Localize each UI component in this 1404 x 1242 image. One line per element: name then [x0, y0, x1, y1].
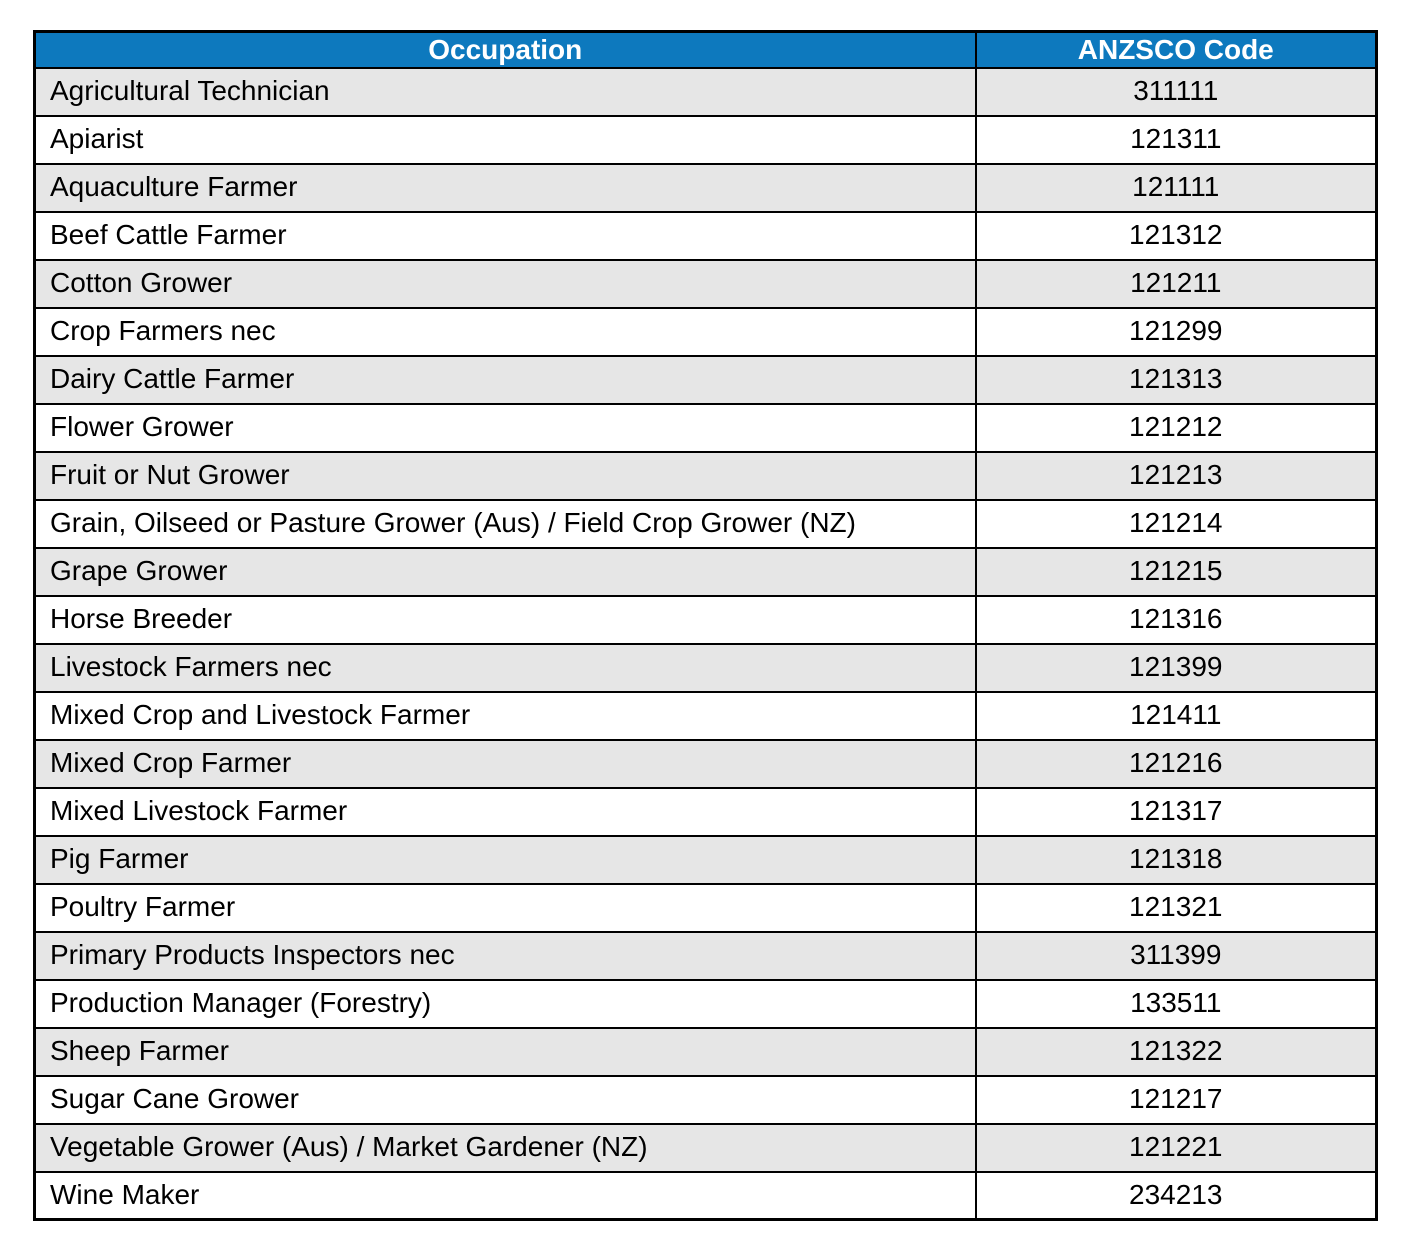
- anzsco-code-cell: 121221: [974, 1122, 1378, 1173]
- table-row: Apiarist 121311: [33, 114, 1378, 165]
- occupation-cell: Aquaculture Farmer: [33, 162, 977, 213]
- table-row: Production Manager (Forestry) 133511: [33, 978, 1378, 1029]
- occupation-cell: Beef Cattle Farmer: [33, 210, 977, 261]
- occupation-cell: Pig Farmer: [33, 834, 977, 885]
- anzsco-code-cell: 121399: [974, 642, 1378, 693]
- table-row: Mixed Crop and Livestock Farmer 121411: [33, 690, 1378, 741]
- anzsco-code-cell: 133511: [974, 978, 1378, 1029]
- anzsco-code-cell: 121311: [974, 114, 1378, 165]
- anzsco-code-cell: 121317: [974, 786, 1378, 837]
- occupation-cell: Dairy Cattle Farmer: [33, 354, 977, 405]
- occupation-cell: Crop Farmers nec: [33, 306, 977, 357]
- table-row: Aquaculture Farmer 121111: [33, 162, 1378, 213]
- table-row: Mixed Livestock Farmer 121317: [33, 786, 1378, 837]
- anzsco-code-cell: 121313: [974, 354, 1378, 405]
- anzsco-code-cell: 121321: [974, 882, 1378, 933]
- occupation-cell: Mixed Crop and Livestock Farmer: [33, 690, 977, 741]
- anzsco-code-cell: 121215: [974, 546, 1378, 597]
- table-row: Cotton Grower 121211: [33, 258, 1378, 309]
- anzsco-code-cell: 121411: [974, 690, 1378, 741]
- anzsco-code-cell: 121212: [974, 402, 1378, 453]
- anzsco-code-cell: 121216: [974, 738, 1378, 789]
- table-row: Crop Farmers nec 121299: [33, 306, 1378, 357]
- table-row: Wine Maker 234213: [33, 1170, 1378, 1221]
- table-row: Poultry Farmer 121321: [33, 882, 1378, 933]
- occupation-cell: Livestock Farmers nec: [33, 642, 977, 693]
- table-row: Horse Breeder 121316: [33, 594, 1378, 645]
- table-row: Agricultural Technician 311111: [33, 66, 1378, 117]
- table-row: Flower Grower 121212: [33, 402, 1378, 453]
- occupation-cell: Horse Breeder: [33, 594, 977, 645]
- occupation-cell: Agricultural Technician: [33, 66, 977, 117]
- table-header-row: Occupation ANZSCO Code: [33, 30, 1378, 69]
- anzsco-code-cell: 311399: [974, 930, 1378, 981]
- occupation-cell: Apiarist: [33, 114, 977, 165]
- occupation-cell: Primary Products Inspectors nec: [33, 930, 977, 981]
- table-row: Mixed Crop Farmer 121216: [33, 738, 1378, 789]
- anzsco-code-cell: 121211: [974, 258, 1378, 309]
- occupation-cell: Production Manager (Forestry): [33, 978, 977, 1029]
- occupation-cell: Mixed Crop Farmer: [33, 738, 977, 789]
- anzsco-code-cell: 311111: [974, 66, 1378, 117]
- occupation-cell: Fruit or Nut Grower: [33, 450, 977, 501]
- occupation-cell: Vegetable Grower (Aus) / Market Gardener…: [33, 1122, 977, 1173]
- table-row: Grape Grower 121215: [33, 546, 1378, 597]
- column-header-anzsco-code: ANZSCO Code: [974, 30, 1378, 69]
- anzsco-code-table: Occupation ANZSCO Code Agricultural Tech…: [33, 30, 1378, 1221]
- anzsco-code-cell: 121217: [974, 1074, 1378, 1125]
- column-header-occupation: Occupation: [33, 30, 977, 69]
- table-row: Vegetable Grower (Aus) / Market Gardener…: [33, 1122, 1378, 1173]
- table-row: Livestock Farmers nec 121399: [33, 642, 1378, 693]
- anzsco-code-cell: 121111: [974, 162, 1378, 213]
- anzsco-code-cell: 121322: [974, 1026, 1378, 1077]
- occupation-cell: Sugar Cane Grower: [33, 1074, 977, 1125]
- table-row: Fruit or Nut Grower 121213: [33, 450, 1378, 501]
- table-row: Beef Cattle Farmer 121312: [33, 210, 1378, 261]
- anzsco-code-cell: 121316: [974, 594, 1378, 645]
- table-row: Grain, Oilseed or Pasture Grower (Aus) /…: [33, 498, 1378, 549]
- table-row: Pig Farmer 121318: [33, 834, 1378, 885]
- anzsco-code-cell: 121318: [974, 834, 1378, 885]
- occupation-cell: Grape Grower: [33, 546, 977, 597]
- table-row: Sugar Cane Grower 121217: [33, 1074, 1378, 1125]
- occupation-cell: Flower Grower: [33, 402, 977, 453]
- anzsco-code-cell: 234213: [974, 1170, 1378, 1221]
- occupation-cell: Grain, Oilseed or Pasture Grower (Aus) /…: [33, 498, 977, 549]
- table-row: Primary Products Inspectors nec 311399: [33, 930, 1378, 981]
- table-row: Dairy Cattle Farmer 121313: [33, 354, 1378, 405]
- occupation-cell: Wine Maker: [33, 1170, 977, 1221]
- anzsco-code-cell: 121214: [974, 498, 1378, 549]
- occupation-cell: Cotton Grower: [33, 258, 977, 309]
- table-row: Sheep Farmer 121322: [33, 1026, 1378, 1077]
- anzsco-code-cell: 121213: [974, 450, 1378, 501]
- table-body: Agricultural Technician 311111 Apiarist 121…: [33, 66, 1378, 1221]
- anzsco-code-cell: 121312: [974, 210, 1378, 261]
- occupation-cell: Poultry Farmer: [33, 882, 977, 933]
- anzsco-code-cell: 121299: [974, 306, 1378, 357]
- occupation-cell: Sheep Farmer: [33, 1026, 977, 1077]
- occupation-cell: Mixed Livestock Farmer: [33, 786, 977, 837]
